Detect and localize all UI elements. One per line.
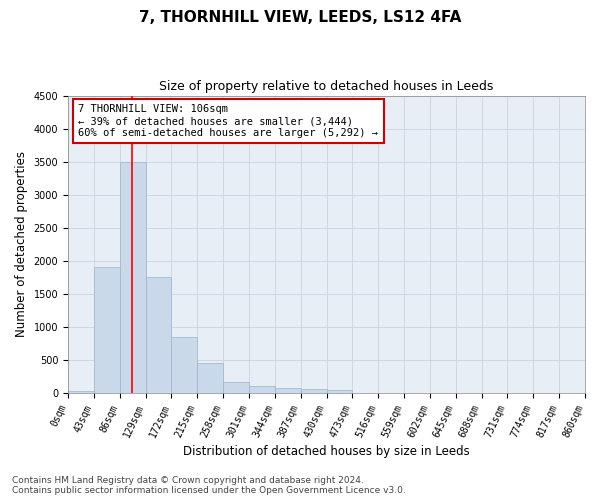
Bar: [249, 386, 275, 393]
Text: 7, THORNHILL VIEW, LEEDS, LS12 4FA: 7, THORNHILL VIEW, LEEDS, LS12 4FA: [139, 10, 461, 25]
Bar: [172, 337, 197, 393]
Bar: [197, 364, 223, 393]
Text: 7 THORNHILL VIEW: 106sqm
← 39% of detached houses are smaller (3,444)
60% of sem: 7 THORNHILL VIEW: 106sqm ← 39% of detach…: [79, 104, 379, 138]
Bar: [94, 268, 120, 393]
Bar: [68, 391, 94, 393]
Title: Size of property relative to detached houses in Leeds: Size of property relative to detached ho…: [160, 80, 494, 93]
Bar: [301, 390, 326, 393]
Bar: [146, 278, 172, 393]
Text: Contains HM Land Registry data © Crown copyright and database right 2024.
Contai: Contains HM Land Registry data © Crown c…: [12, 476, 406, 495]
Bar: [326, 390, 352, 393]
X-axis label: Distribution of detached houses by size in Leeds: Distribution of detached houses by size …: [183, 444, 470, 458]
Bar: [223, 382, 249, 393]
Y-axis label: Number of detached properties: Number of detached properties: [15, 152, 28, 338]
Bar: [275, 388, 301, 393]
Bar: [120, 162, 146, 393]
